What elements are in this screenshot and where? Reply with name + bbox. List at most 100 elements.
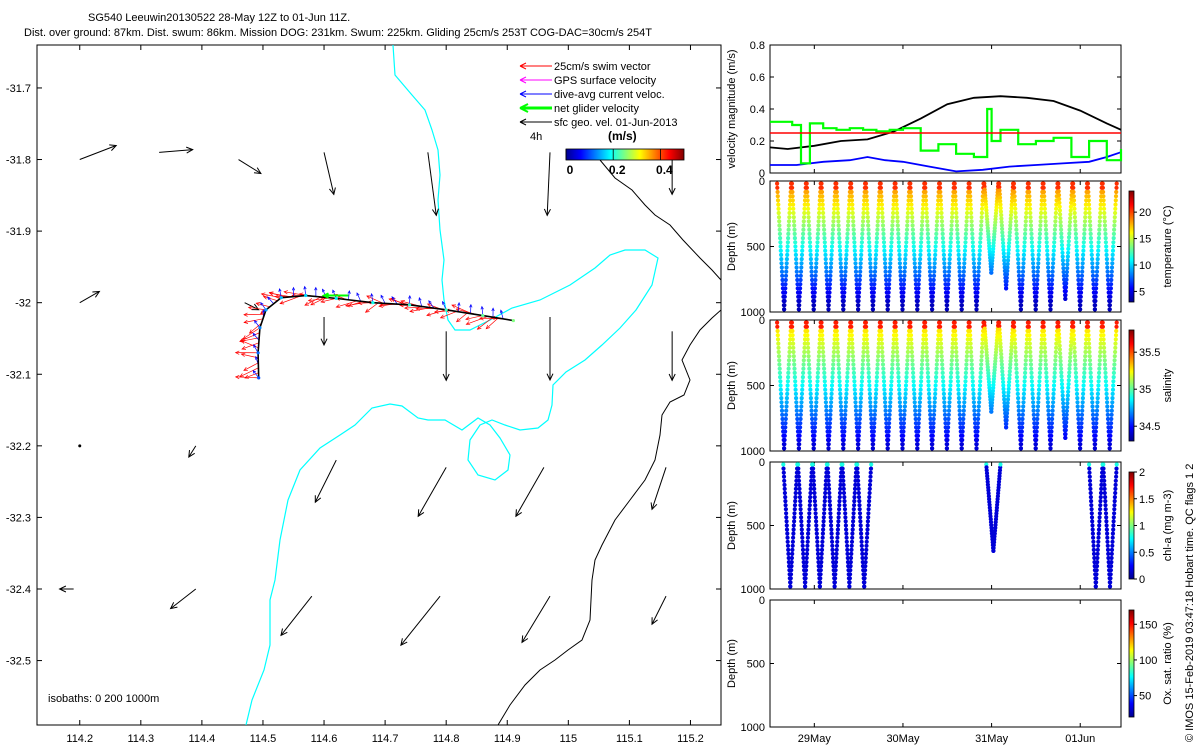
temperature-sample xyxy=(1089,244,1094,249)
salinity-sample xyxy=(831,354,836,359)
salinity-sample xyxy=(1046,416,1051,422)
salinity-sample xyxy=(905,358,910,363)
salinity-sample xyxy=(1028,345,1033,350)
salinity-sample xyxy=(1080,400,1085,405)
temperature-sample xyxy=(919,240,924,245)
salinity-sample xyxy=(783,425,788,430)
temperature-sample xyxy=(913,277,918,283)
temperature-sample xyxy=(807,227,812,232)
temperature-sample xyxy=(827,290,832,295)
temperature-sample xyxy=(1004,272,1010,277)
chla-sample xyxy=(1088,482,1093,487)
salinity-sample xyxy=(905,362,910,367)
chla-sample xyxy=(803,580,808,585)
salinity-sample xyxy=(775,337,781,342)
temperature-sample xyxy=(1056,193,1062,198)
temperature-sample xyxy=(1085,181,1090,186)
salinity-sample xyxy=(821,354,826,359)
salinity-sample xyxy=(1060,397,1065,402)
chla-sample xyxy=(864,547,869,553)
salinity-sample xyxy=(864,328,869,334)
chla-sample xyxy=(822,495,828,500)
temperature-sample xyxy=(897,257,902,262)
dive-avg-current-arrow-head xyxy=(347,290,351,294)
temperature-sample xyxy=(801,227,806,232)
temperature-sample xyxy=(1015,252,1020,257)
swim-vector-arrow-head xyxy=(240,352,246,357)
chla-sample xyxy=(1113,482,1118,487)
salinity-sample xyxy=(793,379,798,384)
chla-sample xyxy=(781,474,787,479)
salinity-sample xyxy=(799,396,804,401)
salinity-sample xyxy=(777,366,782,371)
temperature-sample xyxy=(864,198,869,203)
temperature-sample xyxy=(1074,244,1079,249)
temperature-sample xyxy=(1031,261,1036,266)
chla-sample xyxy=(1102,486,1107,491)
salinity-sample xyxy=(806,358,811,363)
chla-sample xyxy=(786,555,791,561)
temperature-sample xyxy=(830,236,835,241)
temperature-sample xyxy=(1113,202,1118,207)
salinity-sample xyxy=(945,433,950,438)
chla-sample xyxy=(865,531,870,536)
chla-sample xyxy=(1089,511,1094,516)
velocity-ytick-label: 0.2 xyxy=(750,136,765,148)
map-frame xyxy=(36,44,722,726)
oxygen-frame xyxy=(769,599,1122,728)
salinity-sample xyxy=(965,349,970,355)
chla-sample xyxy=(1096,531,1101,536)
salinity-sample xyxy=(901,433,906,438)
salinity-sample xyxy=(880,345,885,350)
salinity-colorbar-label: salinity xyxy=(1162,368,1174,402)
chla-sample xyxy=(844,531,849,536)
salinity-sample xyxy=(933,391,938,396)
salinity-sample xyxy=(1036,387,1042,392)
temperature-sample xyxy=(1035,273,1040,278)
track-point xyxy=(334,296,338,300)
temperature-sample xyxy=(1107,303,1112,308)
salinity-sample xyxy=(849,333,854,338)
chla-sample xyxy=(1101,466,1106,471)
salinity-sample xyxy=(798,421,803,426)
temperature-sample xyxy=(901,286,906,291)
salinity-sample xyxy=(1090,396,1095,401)
temperature-sample xyxy=(871,294,876,299)
temperature-sample xyxy=(842,277,848,283)
salinity-sample xyxy=(1081,387,1086,392)
salinity-sample xyxy=(1042,337,1047,342)
chla-sample xyxy=(803,568,809,573)
temperature-sample xyxy=(856,290,862,295)
temperature-sample xyxy=(835,198,840,203)
salinity-sample xyxy=(1068,347,1073,352)
salinity-sample xyxy=(1094,408,1100,413)
salinity-sample xyxy=(870,446,876,451)
temperature-sample xyxy=(786,236,791,241)
salinity-sample xyxy=(1035,412,1040,417)
temperature-sample xyxy=(895,210,900,216)
temperature-sample xyxy=(1097,231,1102,236)
salinity-sample xyxy=(875,370,880,375)
salinity-sample xyxy=(935,354,940,359)
temperature-sample xyxy=(1108,286,1113,291)
temperature-sample xyxy=(787,210,792,216)
temperature-sample xyxy=(1078,298,1083,304)
swim-vector-arrow xyxy=(239,337,260,342)
chla-sample xyxy=(830,551,835,557)
temperature-colorbar-tick-label: 10 xyxy=(1139,260,1151,272)
chla-sample xyxy=(1103,495,1108,500)
salinity-sample xyxy=(793,387,798,392)
temperature-sample xyxy=(1072,210,1077,216)
salinity-sample xyxy=(866,362,871,367)
temperature-sample xyxy=(887,277,892,283)
salinity-sample xyxy=(805,328,810,334)
temperature-sample xyxy=(1024,206,1029,211)
chla-sample xyxy=(1114,462,1119,467)
temperature-sample xyxy=(894,206,900,211)
salinity-sample xyxy=(904,375,909,380)
temperature-sample xyxy=(1058,216,1063,221)
temperature-sample xyxy=(1056,189,1061,194)
temperature-sample xyxy=(984,211,989,216)
temperature-sample xyxy=(1101,194,1106,199)
temperature-sample xyxy=(873,261,878,266)
